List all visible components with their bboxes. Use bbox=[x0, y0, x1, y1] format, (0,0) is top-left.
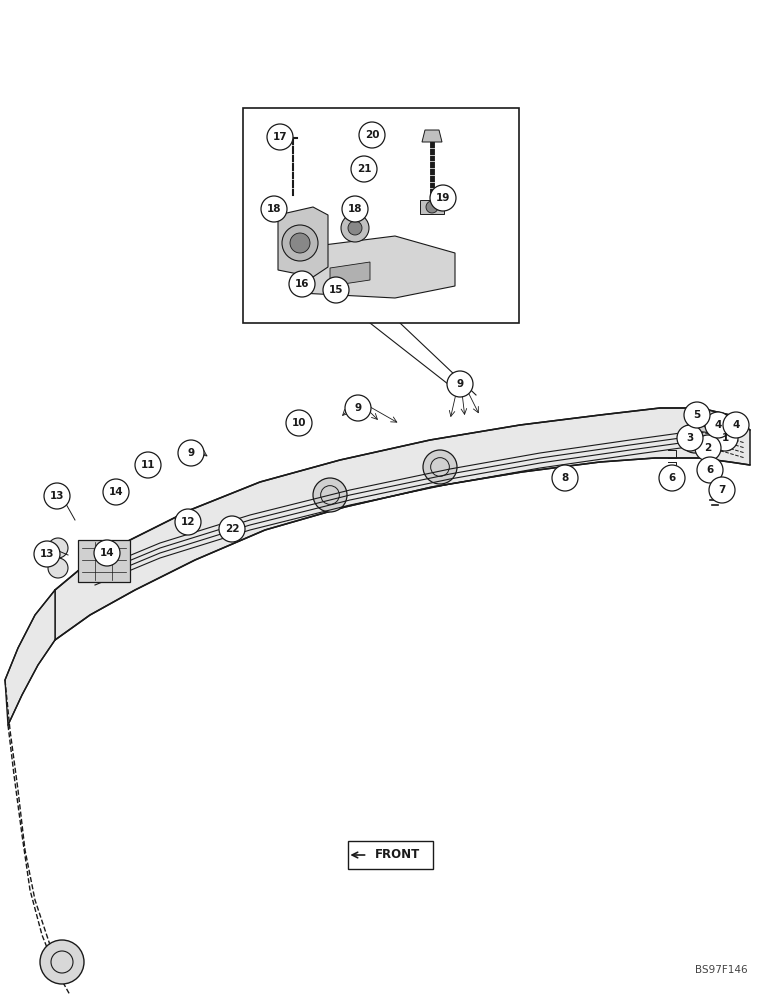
Circle shape bbox=[695, 435, 721, 461]
Polygon shape bbox=[300, 236, 455, 298]
Bar bbox=[347, 841, 432, 869]
Text: 5: 5 bbox=[693, 410, 701, 420]
Bar bbox=[243, 108, 519, 323]
Circle shape bbox=[359, 122, 385, 148]
Circle shape bbox=[48, 538, 68, 558]
Text: 20: 20 bbox=[364, 130, 379, 140]
Text: 17: 17 bbox=[273, 132, 287, 142]
Circle shape bbox=[552, 465, 578, 491]
Circle shape bbox=[94, 540, 120, 566]
Circle shape bbox=[178, 440, 204, 466]
Text: 19: 19 bbox=[436, 193, 450, 203]
Circle shape bbox=[313, 478, 347, 512]
Circle shape bbox=[712, 425, 738, 451]
Bar bbox=[420, 200, 444, 214]
Polygon shape bbox=[55, 408, 750, 640]
Text: 4: 4 bbox=[733, 420, 740, 430]
Circle shape bbox=[723, 412, 749, 438]
Text: 7: 7 bbox=[718, 485, 726, 495]
Circle shape bbox=[426, 201, 438, 213]
Circle shape bbox=[286, 410, 312, 436]
Circle shape bbox=[219, 516, 245, 542]
Circle shape bbox=[175, 509, 201, 535]
Text: 18: 18 bbox=[347, 204, 362, 214]
Circle shape bbox=[677, 425, 703, 451]
Circle shape bbox=[345, 395, 371, 421]
Circle shape bbox=[341, 214, 369, 242]
Text: 21: 21 bbox=[357, 164, 371, 174]
Text: 16: 16 bbox=[295, 279, 310, 289]
Circle shape bbox=[40, 940, 84, 984]
Text: 6: 6 bbox=[706, 465, 713, 475]
Circle shape bbox=[697, 457, 723, 483]
Text: 14: 14 bbox=[100, 548, 114, 558]
Circle shape bbox=[34, 541, 60, 567]
Circle shape bbox=[135, 452, 161, 478]
Polygon shape bbox=[422, 130, 442, 142]
Polygon shape bbox=[5, 590, 55, 725]
Text: 10: 10 bbox=[292, 418, 306, 428]
Circle shape bbox=[261, 196, 287, 222]
Circle shape bbox=[348, 221, 362, 235]
Circle shape bbox=[659, 465, 685, 491]
Text: 13: 13 bbox=[39, 549, 54, 559]
Text: 14: 14 bbox=[109, 487, 124, 497]
Text: FRONT: FRONT bbox=[375, 848, 421, 861]
Circle shape bbox=[323, 277, 349, 303]
Circle shape bbox=[423, 450, 457, 484]
Circle shape bbox=[48, 558, 68, 578]
Text: 6: 6 bbox=[669, 473, 676, 483]
Text: 2: 2 bbox=[704, 443, 712, 453]
Polygon shape bbox=[278, 207, 328, 277]
Text: 13: 13 bbox=[49, 491, 64, 501]
Text: 3: 3 bbox=[686, 433, 693, 443]
Circle shape bbox=[44, 483, 70, 509]
Circle shape bbox=[705, 412, 731, 438]
Text: 22: 22 bbox=[225, 524, 239, 534]
Circle shape bbox=[103, 479, 129, 505]
Circle shape bbox=[282, 225, 318, 261]
Circle shape bbox=[709, 477, 735, 503]
Text: 9: 9 bbox=[354, 403, 361, 413]
Circle shape bbox=[290, 233, 310, 253]
Circle shape bbox=[680, 423, 710, 453]
Bar bbox=[78, 540, 130, 582]
Circle shape bbox=[430, 185, 456, 211]
Polygon shape bbox=[330, 262, 370, 286]
Circle shape bbox=[289, 271, 315, 297]
Circle shape bbox=[447, 371, 473, 397]
Circle shape bbox=[342, 196, 368, 222]
Text: BS97F146: BS97F146 bbox=[696, 965, 748, 975]
Circle shape bbox=[267, 124, 293, 150]
Text: 18: 18 bbox=[267, 204, 281, 214]
Text: 9: 9 bbox=[456, 379, 463, 389]
Circle shape bbox=[351, 156, 377, 182]
Text: 15: 15 bbox=[329, 285, 344, 295]
Text: 11: 11 bbox=[141, 460, 155, 470]
Circle shape bbox=[684, 402, 710, 428]
Text: 8: 8 bbox=[561, 473, 569, 483]
Text: 12: 12 bbox=[181, 517, 195, 527]
Text: 4: 4 bbox=[714, 420, 722, 430]
Text: 1: 1 bbox=[721, 433, 729, 443]
Text: 9: 9 bbox=[188, 448, 195, 458]
